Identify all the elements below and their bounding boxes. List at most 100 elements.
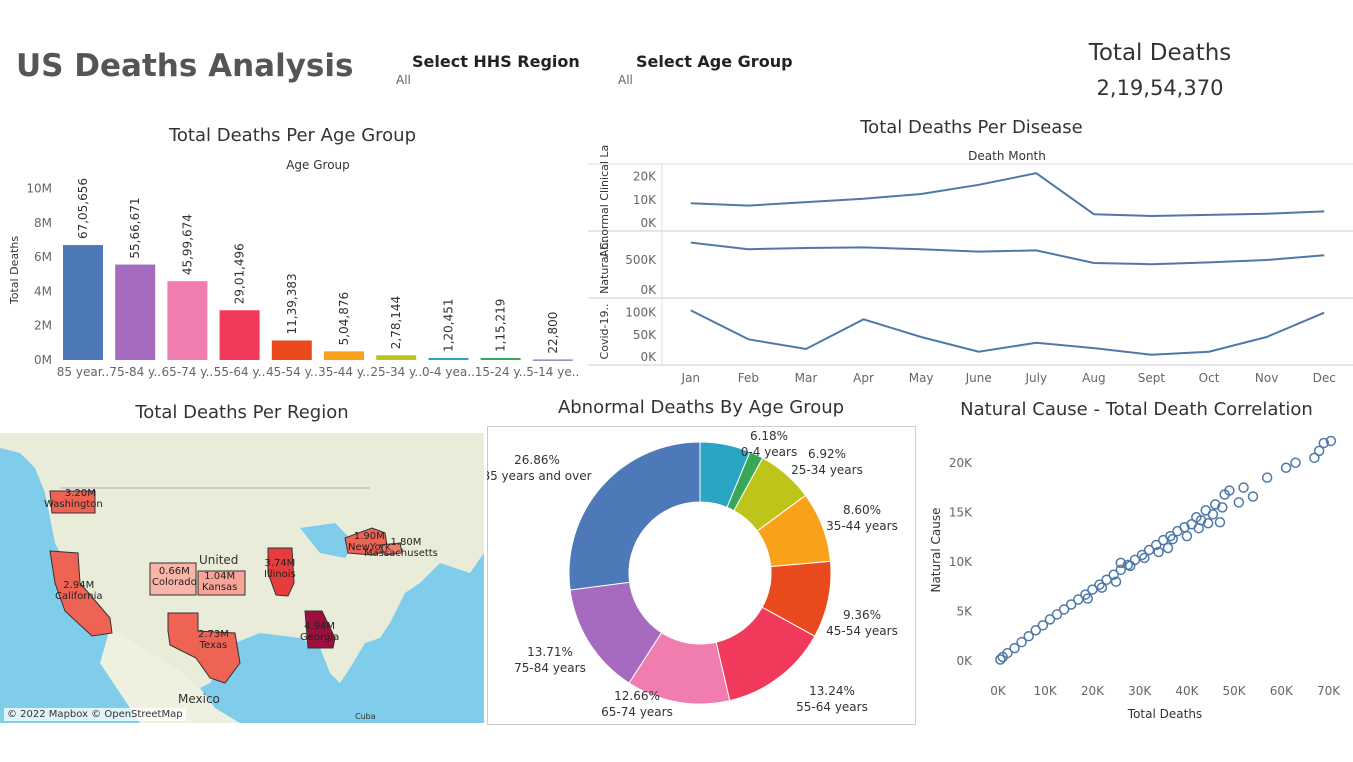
map-title: Total Deaths Per Region — [135, 402, 349, 423]
scatter-point[interactable] — [1115, 557, 1127, 569]
donut-pct-label: 26.86% — [514, 453, 560, 467]
map-canvas[interactable] — [0, 433, 484, 723]
series-line[interactable] — [690, 309, 1325, 356]
scatter-point[interactable] — [1233, 497, 1245, 508]
scatter-point[interactable] — [1016, 636, 1027, 648]
scatter-point[interactable] — [1181, 530, 1193, 542]
scatter-point[interactable] — [1139, 552, 1150, 564]
scatter-point[interactable] — [1162, 542, 1174, 554]
bar[interactable] — [532, 359, 573, 361]
scatter-point[interactable] — [1143, 544, 1155, 556]
scatter-point[interactable] — [1110, 576, 1122, 587]
scatter-point[interactable] — [1023, 630, 1034, 642]
donut-pct-label: 6.18% — [750, 429, 788, 443]
scatter-point[interactable] — [1202, 517, 1214, 529]
line-x-tick: Nov — [1255, 371, 1278, 385]
scatter-point[interactable] — [1167, 533, 1178, 545]
scatter-point[interactable] — [995, 654, 1006, 665]
scatter-point[interactable] — [1209, 499, 1221, 510]
map-label-mexico: Mexico — [178, 692, 220, 706]
scatter-point[interactable] — [1261, 472, 1273, 483]
scatter-point[interactable] — [1030, 625, 1042, 636]
bar-x-tick: 5-14 ye.. — [526, 365, 579, 379]
scatter-point[interactable] — [1058, 604, 1070, 615]
scatter-x-tick: 40K — [1175, 684, 1199, 698]
scatter-point[interactable] — [1124, 560, 1136, 572]
scatter-point[interactable] — [1136, 549, 1148, 561]
bar-data-label: 67,05,656 — [76, 178, 90, 239]
series-label: Abnormal Clinical La.. — [598, 145, 611, 257]
line-y-tick: 0K — [640, 216, 657, 230]
map-label-country: United — [199, 553, 239, 567]
bar[interactable] — [376, 355, 417, 360]
scatter-point[interactable] — [1096, 582, 1108, 593]
great-lakes — [300, 523, 355, 558]
bar-x-tick: 15-24 y.. — [475, 365, 527, 379]
line-x-axis-label: Death Month — [968, 149, 1046, 163]
scatter-point[interactable] — [1238, 482, 1249, 493]
filter-value[interactable]: All — [396, 73, 411, 87]
region-state: Massachusetts — [364, 548, 438, 559]
scatter-point[interactable] — [1318, 437, 1330, 449]
gulf-water — [225, 638, 320, 693]
scatter-point[interactable] — [1051, 609, 1063, 620]
scatter-point[interactable] — [1313, 445, 1325, 457]
bar[interactable] — [271, 340, 312, 360]
map-label-washington: 3.20M Washington — [44, 488, 103, 510]
scatter-point[interactable] — [1217, 502, 1228, 513]
donut-category-label: 75-84 years — [514, 661, 586, 675]
scatter-point[interactable] — [1082, 593, 1093, 604]
scatter-point[interactable] — [1094, 579, 1105, 590]
scatter-point[interactable] — [1309, 452, 1320, 464]
bar[interactable] — [167, 281, 208, 360]
bar-x-tick: 45-54 y.. — [266, 365, 318, 379]
scatter-point[interactable] — [1150, 539, 1162, 551]
scatter-point[interactable] — [1193, 522, 1204, 534]
donut-slice[interactable] — [568, 441, 701, 591]
scatter-point[interactable] — [1009, 642, 1020, 654]
scatter-point[interactable] — [997, 651, 1008, 663]
bar-y-tick: 6M — [34, 250, 52, 264]
scatter-point[interactable] — [1044, 614, 1056, 625]
region-map[interactable]: 3.20M Washington 2.94M California 0.66M Col… — [0, 433, 484, 723]
scatter-point[interactable] — [1224, 485, 1235, 496]
scatter-point[interactable] — [1207, 509, 1219, 520]
filter-value[interactable]: All — [618, 73, 633, 87]
scatter-x-tick: 10K — [1034, 684, 1058, 698]
scatter-point[interactable] — [1247, 491, 1259, 502]
scatter-point[interactable] — [1108, 569, 1119, 581]
scatter-point[interactable] — [1325, 435, 1337, 447]
line-x-tick: Jan — [681, 371, 701, 385]
series-line[interactable] — [690, 241, 1325, 266]
donut-pct-label: 6.92% — [808, 447, 846, 461]
scatter-point[interactable] — [1153, 546, 1164, 558]
hhs-region-filter[interactable]: Select HHS Region All — [396, 52, 580, 87]
scatter-point[interactable] — [1101, 574, 1112, 585]
bar[interactable] — [63, 245, 103, 360]
region-state: NewYork — [348, 542, 391, 553]
donut-pct-label: 13.24% — [809, 684, 855, 698]
bar[interactable] — [115, 264, 156, 360]
region-value: 0.66M — [158, 566, 190, 577]
scatter-point[interactable] — [1172, 525, 1183, 537]
state-massachusetts — [379, 542, 403, 556]
bar-y-tick: 4M — [34, 284, 52, 298]
line-y-tick: 0K — [640, 350, 657, 364]
series-line[interactable] — [690, 172, 1325, 218]
line-x-tick: Oct — [1199, 371, 1220, 385]
bar[interactable] — [480, 358, 521, 360]
bar[interactable] — [219, 310, 260, 360]
age-group-filter[interactable]: Select Age Group All — [618, 52, 793, 87]
scatter-point[interactable] — [1087, 584, 1098, 595]
filter-label: Select HHS Region — [412, 52, 580, 71]
scatter-point[interactable] — [1037, 620, 1049, 631]
scatter-point[interactable] — [1290, 457, 1301, 469]
line-chart-title: Total Deaths Per Disease — [860, 117, 1083, 138]
scatter-point[interactable] — [1115, 564, 1127, 576]
scatter-point[interactable] — [1280, 462, 1292, 473]
scatter-point[interactable] — [1214, 516, 1226, 528]
scatter-point[interactable] — [1065, 599, 1077, 610]
bar[interactable] — [324, 351, 364, 360]
bar[interactable] — [428, 357, 469, 360]
state-california — [49, 550, 113, 637]
